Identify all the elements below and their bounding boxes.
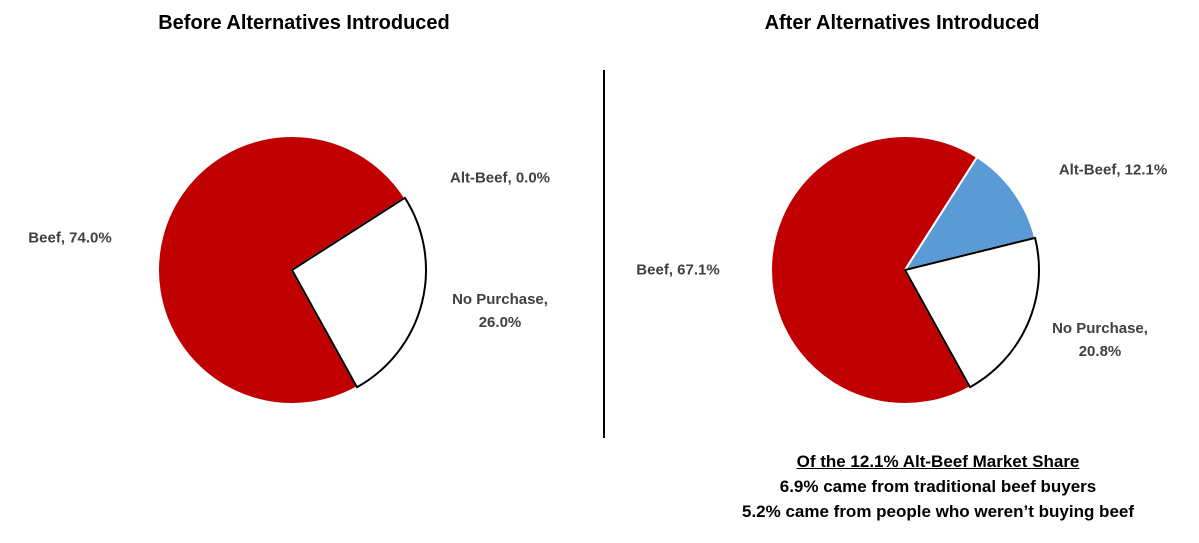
data-label: No Purchase, 20.8% [1052, 320, 1148, 360]
data-label: Beef, 67.1% [636, 261, 720, 279]
annotation: Of the 12.1% Alt-Beef Market Share [796, 452, 1080, 471]
pie-slice [291, 196, 427, 389]
pie-slice [770, 135, 979, 405]
annotation: 5.2% came from people who weren’t buying… [741, 502, 1135, 521]
annotation: 6.9% came from traditional beef buyers [779, 477, 1097, 496]
pie-slice [904, 156, 1037, 271]
pie-slice [904, 236, 1040, 389]
data-label: Alt-Beef, 0.0% [449, 169, 551, 187]
chart-title: Before Alternatives Introduced [158, 12, 450, 34]
data-label: Alt-Beef, 12.1% [1058, 161, 1168, 179]
data-label: No Purchase, 26.0% [452, 291, 548, 331]
data-label: Beef, 74.0% [28, 229, 112, 247]
chart-title: After Alternatives Introduced [764, 12, 1040, 34]
pie-slice [157, 135, 406, 405]
